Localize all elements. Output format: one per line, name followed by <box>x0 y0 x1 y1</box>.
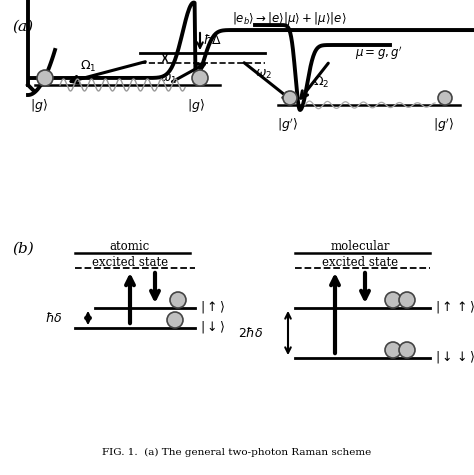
Text: $\omega_1$: $\omega_1$ <box>160 73 177 86</box>
Circle shape <box>399 292 415 308</box>
Text: $|g'\rangle$: $|g'\rangle$ <box>433 117 454 134</box>
Text: $\omega_2$: $\omega_2$ <box>255 67 272 81</box>
Text: FIG. 1.  (a) The general two-photon Raman scheme: FIG. 1. (a) The general two-photon Raman… <box>102 448 372 457</box>
Text: $|g'\rangle$: $|g'\rangle$ <box>277 117 298 134</box>
Circle shape <box>192 70 208 86</box>
Circle shape <box>167 312 183 328</box>
Text: (b): (b) <box>12 242 34 256</box>
Circle shape <box>385 342 401 358</box>
Text: $\mu=g,g'$: $\mu=g,g'$ <box>355 44 403 61</box>
Circle shape <box>283 91 297 105</box>
Circle shape <box>399 342 415 358</box>
Text: $|\uparrow\uparrow\rangle$: $|\uparrow\uparrow\rangle$ <box>435 299 474 315</box>
Text: $\hbar\Delta$: $\hbar\Delta$ <box>203 32 222 47</box>
Circle shape <box>438 91 452 105</box>
Circle shape <box>170 292 186 308</box>
Text: (a): (a) <box>12 20 33 34</box>
Text: $\Omega_2$: $\Omega_2$ <box>313 75 329 90</box>
Text: $|e_b\rangle\rightarrow|e\rangle|\mu\rangle+|\mu\rangle|e\rangle$: $|e_b\rangle\rightarrow|e\rangle|\mu\ran… <box>232 10 346 27</box>
Text: $|g\rangle$: $|g\rangle$ <box>30 97 48 114</box>
Text: $|\downarrow\rangle$: $|\downarrow\rangle$ <box>200 319 225 335</box>
Text: $|\downarrow\downarrow\rangle$: $|\downarrow\downarrow\rangle$ <box>435 349 474 365</box>
Text: $\hbar\delta$: $\hbar\delta$ <box>45 311 63 325</box>
Circle shape <box>37 70 53 86</box>
Text: $|g\rangle$: $|g\rangle$ <box>187 97 205 114</box>
Text: $\Omega_1$: $\Omega_1$ <box>80 58 96 74</box>
Text: $2\hbar\delta$: $2\hbar\delta$ <box>238 326 264 340</box>
Circle shape <box>385 292 401 308</box>
Text: molecular
excited state: molecular excited state <box>322 240 398 269</box>
Text: atomic
excited state: atomic excited state <box>92 240 168 269</box>
Text: $|\uparrow\rangle$: $|\uparrow\rangle$ <box>200 299 225 315</box>
